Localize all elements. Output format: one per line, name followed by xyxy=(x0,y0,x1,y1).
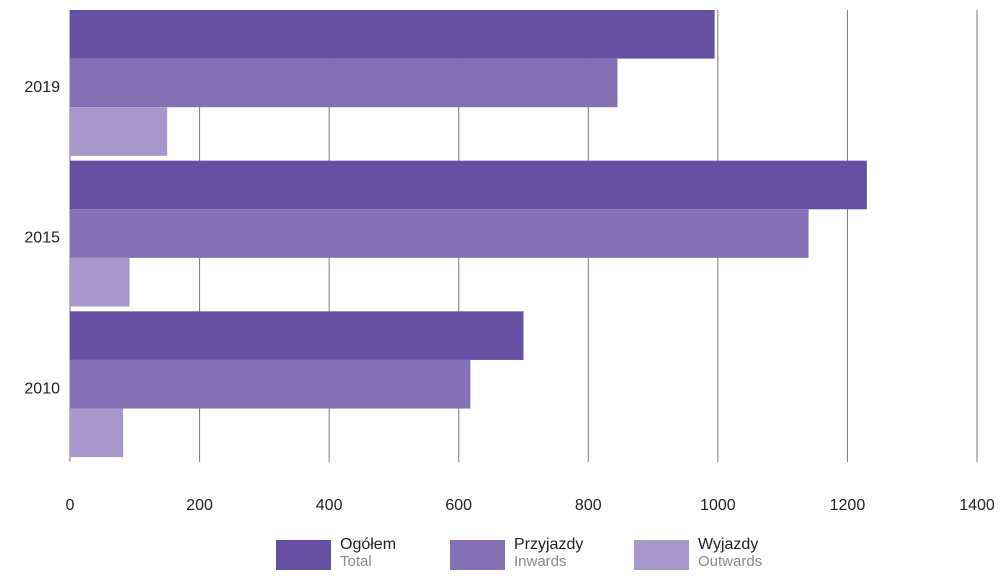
bar-2015-total xyxy=(70,160,867,210)
legend-item-inwards: Przyjazdy Inwards xyxy=(450,536,583,570)
legend-sublabel-total: Total xyxy=(340,553,372,570)
x-tick-label-1400: 1400 xyxy=(959,497,995,514)
bar-2019-inwards xyxy=(70,58,618,108)
legend-sublabel-outwards: Outwards xyxy=(698,553,763,570)
category-label-2015: 2015 xyxy=(24,230,60,247)
legend-item-total: Ogółem Total xyxy=(276,536,396,570)
category-labels: 2019 2015 2010 xyxy=(24,79,60,397)
x-tick-label-1000: 1000 xyxy=(700,497,736,514)
bar-2019-total xyxy=(70,10,715,59)
bar-2019-outwards xyxy=(70,107,168,156)
legend-swatch-total xyxy=(276,540,331,570)
bar-2010-total xyxy=(70,311,524,360)
legend-label-total: Ogółem xyxy=(340,536,397,553)
x-tick-label-1200: 1200 xyxy=(830,497,866,514)
legend-swatch-inwards xyxy=(450,540,505,570)
legend-label-outwards: Wyjazdy xyxy=(698,536,759,553)
bar-2010-inwards xyxy=(70,359,471,409)
bar-2015-outwards xyxy=(70,257,130,307)
legend-swatch-outwards xyxy=(634,540,689,570)
legend-label-inwards: Przyjazdy xyxy=(514,536,584,553)
legend: Ogółem Total Przyjazdy Inwards Wyjazdy O… xyxy=(0,536,1000,588)
x-tick-label-200: 200 xyxy=(186,497,213,514)
x-axis-tick-labels: 0 200 400 600 800 1000 1200 1400 xyxy=(66,497,995,514)
legend-item-outwards: Wyjazdy Outwards xyxy=(634,536,762,570)
bar-2010-outwards xyxy=(70,408,124,458)
legend-sublabel-inwards: Inwards xyxy=(514,553,567,570)
x-tick-label-800: 800 xyxy=(575,497,602,514)
x-tick-label-400: 400 xyxy=(316,497,343,514)
x-tick-label-600: 600 xyxy=(445,497,472,514)
category-label-2019: 2019 xyxy=(24,79,60,96)
x-tick-label-0: 0 xyxy=(66,497,75,514)
category-label-2010: 2010 xyxy=(24,380,60,397)
bars xyxy=(70,10,867,458)
bar-2015-inwards xyxy=(70,209,809,258)
